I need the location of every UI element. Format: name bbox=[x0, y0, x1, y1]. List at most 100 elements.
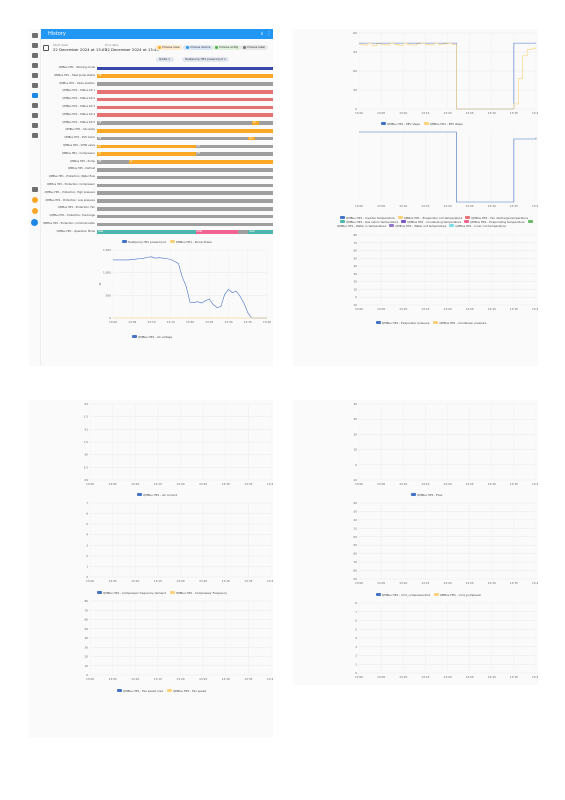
timeline-segment[interactable]: On bbox=[251, 121, 259, 125]
legend-item[interactable]: QMBus HP1 - Gas return temperature bbox=[346, 220, 399, 224]
timeline-segment[interactable]: Off bbox=[97, 136, 249, 141]
timeline-bar[interactable] bbox=[97, 206, 273, 211]
timeline-segment[interactable] bbox=[97, 199, 273, 203]
legend-item[interactable]: QMBus HP1 - cmd_compressorlost bbox=[382, 593, 430, 597]
timeline-segment[interactable] bbox=[97, 105, 273, 110]
legend-item[interactable]: QMBus HP1 - Compressor Frequency bbox=[175, 591, 228, 595]
choose-device-chip[interactable]: Choose device bbox=[183, 45, 214, 50]
developer-tools-icon[interactable] bbox=[31, 187, 38, 192]
timeline-segment[interactable] bbox=[97, 113, 273, 117]
timeline-segment[interactable] bbox=[258, 121, 273, 125]
logbook-icon[interactable] bbox=[31, 83, 38, 88]
timeline-segment[interactable] bbox=[97, 82, 273, 86]
timeline-bar[interactable] bbox=[97, 214, 273, 219]
target-chip-area[interactable]: Qalita × bbox=[156, 57, 174, 62]
timeline-segment[interactable]: Off bbox=[195, 144, 273, 149]
timeline-segment[interactable] bbox=[97, 222, 273, 227]
timeline-segment[interactable] bbox=[97, 66, 273, 71]
timeline-segment[interactable] bbox=[97, 183, 273, 188]
settings-icon[interactable] bbox=[31, 133, 38, 138]
timeline-bar[interactable] bbox=[97, 66, 273, 71]
timeline-segment[interactable]: Heat bbox=[248, 230, 273, 234]
timeline-bar[interactable]: Off On bbox=[97, 160, 273, 164]
calendar-icon[interactable] bbox=[31, 123, 38, 128]
map-icon[interactable] bbox=[31, 53, 38, 58]
timeline-bar[interactable]: Heat DHW Heat bbox=[97, 230, 273, 234]
legend-item[interactable]: QMBus HP1 - Inverter temperature bbox=[346, 216, 395, 220]
legend-item[interactable]: QMBus HP1 - Condensing temperature bbox=[407, 220, 462, 224]
timeline-segment[interactable]: Off bbox=[97, 74, 273, 78]
legend-item[interactable]: QMBus HP1 - Inner coil temperature bbox=[455, 224, 506, 228]
timeline-segment[interactable]: DHW bbox=[195, 230, 238, 234]
choose-area-chip[interactable]: Choose area bbox=[155, 45, 183, 50]
timeline-segment[interactable]: On bbox=[248, 136, 256, 141]
timeline-bar[interactable]: Off On bbox=[97, 136, 273, 141]
legend-item[interactable]: QMBus HP1 - Evaporator coil temperature bbox=[403, 216, 463, 220]
timeline-segment[interactable] bbox=[97, 191, 273, 195]
legend-item[interactable]: QMBus HP1 - AC voltage bbox=[138, 335, 173, 339]
legend-item[interactable]: QMBus HP1 - Evaporating temperature bbox=[470, 220, 525, 224]
todo-icon[interactable] bbox=[31, 113, 38, 118]
calendar-icon[interactable] bbox=[43, 45, 49, 51]
legend-item[interactable]: QMBus HP1 - Flow bbox=[417, 493, 443, 497]
timeline-segment[interactable] bbox=[97, 167, 273, 172]
timeline-bar[interactable] bbox=[97, 175, 273, 180]
timeline-segment[interactable]: Heat bbox=[97, 230, 196, 234]
choose-entity-chip[interactable]: Choose entity bbox=[212, 45, 242, 50]
target-chip-entity[interactable]: Heatpump HP1 powerinput × bbox=[182, 57, 230, 62]
legend-item[interactable]: QMBus HP1 - Pump Power bbox=[175, 240, 213, 244]
timeline-segment[interactable] bbox=[97, 128, 273, 133]
legend-item[interactable]: QMBus HP1 - EEV steps bbox=[429, 122, 463, 126]
legend-item[interactable]: QMBus HP1 - Compressor frequency demand bbox=[103, 591, 167, 595]
legend-item[interactable]: Heatpump HP1 powerinput bbox=[128, 240, 166, 244]
timeline-segment[interactable] bbox=[97, 89, 273, 94]
timeline-bar[interactable]: On Off bbox=[97, 144, 273, 149]
end-date-value[interactable]: 22 December 2024 at 13:45 bbox=[105, 47, 159, 52]
timeline-segment[interactable]: Off bbox=[195, 152, 273, 156]
timeline-segment[interactable]: On bbox=[97, 144, 196, 149]
timeline-bar[interactable] bbox=[97, 183, 273, 188]
timeline-bar[interactable] bbox=[97, 167, 273, 172]
notifications-icon[interactable] bbox=[31, 208, 38, 214]
dashboard-icon[interactable] bbox=[31, 43, 38, 48]
person-icon[interactable] bbox=[31, 63, 38, 68]
notifications-icon[interactable] bbox=[31, 197, 38, 203]
media-icon[interactable] bbox=[31, 103, 38, 108]
legend-item[interactable]: QMBus HP1 - Fan speed bbox=[173, 689, 207, 693]
legend-item[interactable]: QMBus HP1 - AC current bbox=[143, 493, 177, 497]
timeline-bar[interactable]: On Off bbox=[97, 152, 273, 156]
timeline-segment[interactable]: On bbox=[128, 160, 273, 164]
legend-item[interactable]: QMBus HP1 - Fan discharge temperature bbox=[471, 216, 529, 220]
timeline-bar[interactable] bbox=[97, 89, 273, 94]
timeline-bar[interactable] bbox=[97, 97, 273, 102]
legend-item[interactable]: QMBus HP1 - cmd_pumplevel bbox=[439, 593, 481, 597]
timeline-segment[interactable] bbox=[97, 175, 273, 180]
legend-item[interactable]: QMBus HP1 - Evaporator pressure bbox=[382, 321, 430, 325]
timeline-bar[interactable]: Off On bbox=[97, 121, 273, 125]
timeline-segment[interactable]: On bbox=[97, 152, 196, 156]
timeline-segment[interactable] bbox=[97, 214, 273, 219]
timeline-bar[interactable] bbox=[97, 82, 273, 86]
timeline-segment[interactable] bbox=[97, 206, 273, 211]
timeline-bar[interactable]: Off bbox=[97, 74, 273, 78]
timeline-bar[interactable] bbox=[97, 128, 273, 133]
menu-icon[interactable] bbox=[31, 33, 38, 38]
timeline-segment[interactable] bbox=[97, 97, 273, 102]
legend-item[interactable]: QMBus HP1 - Condenser pressure bbox=[439, 321, 487, 325]
legend-item[interactable]: QMBus HP1 - EEV steps bbox=[387, 122, 420, 126]
timeline-segment[interactable] bbox=[255, 136, 273, 141]
more-icon[interactable]: ⋮ bbox=[266, 31, 272, 37]
legend-item[interactable]: QMBus HP1 - Water out temperature bbox=[395, 224, 447, 228]
timeline-segment[interactable]: Off bbox=[97, 160, 129, 164]
timeline-bar[interactable] bbox=[97, 113, 273, 117]
legend-item[interactable]: QMBus HP1 - Water in temperature bbox=[337, 224, 387, 228]
timeline-bar[interactable] bbox=[97, 222, 273, 227]
date-range-picker[interactable]: Start date 22 December 2024 at 13:05 End… bbox=[43, 42, 273, 56]
timeline-bar[interactable] bbox=[97, 199, 273, 203]
legend-item[interactable]: QMBus HP1 - Fan speed max bbox=[123, 689, 164, 693]
timeline-bar[interactable] bbox=[97, 191, 273, 195]
timeline-segment[interactable] bbox=[237, 230, 249, 234]
timeline-segment[interactable]: Off bbox=[97, 121, 252, 125]
download-icon[interactable]: ⭳ bbox=[261, 31, 263, 37]
start-date-value[interactable]: 22 December 2024 at 13:05 bbox=[53, 47, 107, 52]
